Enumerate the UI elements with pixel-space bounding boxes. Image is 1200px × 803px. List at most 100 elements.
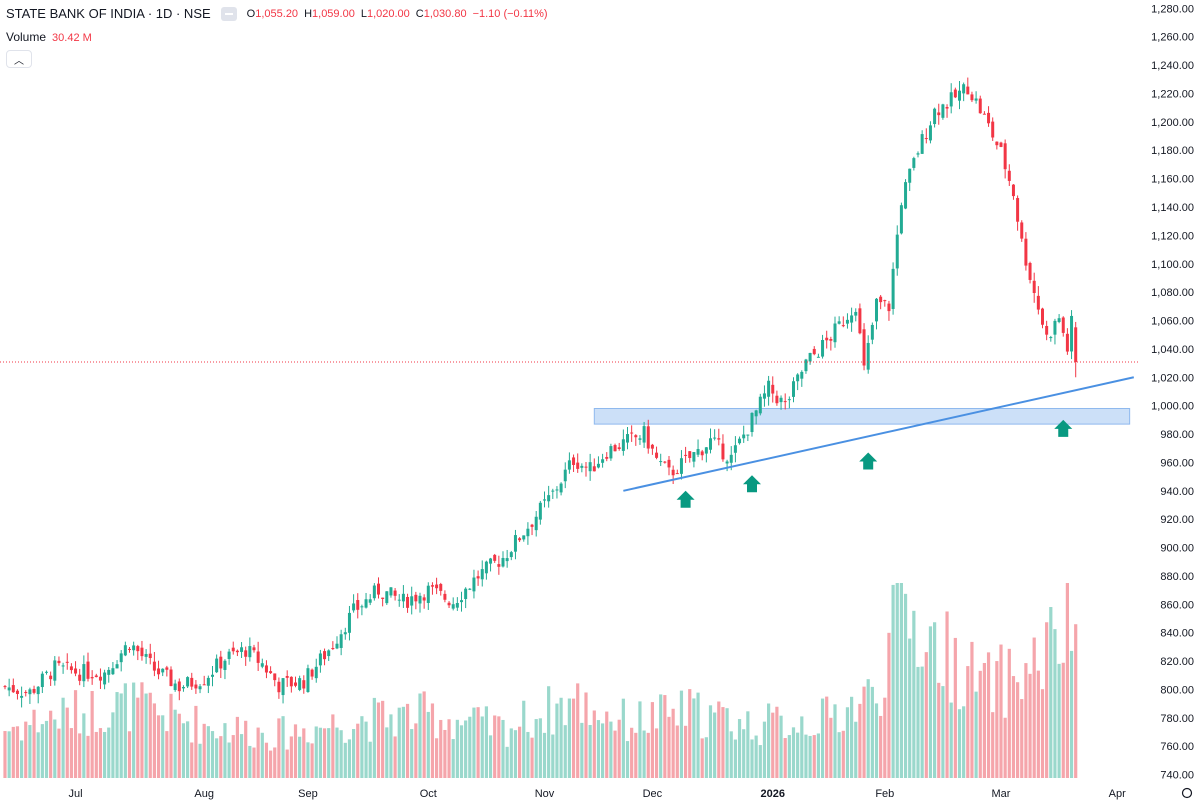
collapse-legend-button[interactable]: ︿ [6,50,32,68]
candle-body [655,452,659,458]
candle-body [356,600,360,610]
candle-body [443,593,447,600]
volume-bar [310,743,314,778]
volume-bar [634,732,638,778]
visibility-icon[interactable] [220,6,237,21]
volume-bar [1074,624,1078,778]
volume-bar [700,738,704,778]
candle-body [323,651,327,660]
volume-bar [650,702,654,778]
volume-bar [513,730,518,778]
candle-body [219,656,223,669]
volume-bar [148,692,152,778]
trendline[interactable] [623,376,1135,492]
price-axis[interactable]: 1,280.00 1,260.00 1,240.00 1,220.00 1,200.00… [1140,0,1200,782]
volume-bar [530,737,534,778]
time-tick-label: Apr [1109,788,1126,800]
candle-body [605,456,609,459]
candle-body [169,669,173,687]
volume-bar [522,700,526,778]
volume-label[interactable]: Volume [6,30,47,44]
candle-body [352,603,356,611]
volume-bar [3,731,7,778]
volume-bar [538,718,542,778]
candle-body [966,86,970,95]
candle-body [829,339,833,341]
high-label: H [304,7,313,20]
volume-bar [704,737,708,778]
volume-bar [547,686,551,778]
candle-body [447,602,451,606]
volume-bar [20,740,24,778]
volume-bar [758,745,762,778]
volume-bar [94,731,98,778]
time-axis[interactable]: Jul Aug Sep Oct Nov Dec 2026 Feb Mar Apr [69,787,1193,800]
volume-bar [659,694,663,778]
candle-body [302,680,306,689]
candle-body [468,588,472,590]
candle-body [406,596,410,608]
volume-bar [542,732,547,778]
candle-body [684,454,688,456]
candle-body [816,356,820,358]
price-tick-label: 940.00 [1160,486,1194,498]
volume-bar [136,697,140,778]
volume-bar [833,704,837,778]
candle-body [833,323,837,343]
candle-body [630,432,634,434]
volume-bar [360,716,364,778]
candle-body [509,552,513,558]
candle-body [580,465,584,468]
volume-bar [339,730,343,778]
candle-body [866,342,870,370]
volume-bar [617,719,621,778]
up-arrow-icon [743,475,761,493]
volume-bar [1007,648,1011,778]
volume-bar [335,727,339,778]
candle-body [638,438,642,440]
candle-body [439,584,443,591]
candle-body [887,303,891,312]
volume-bar [28,725,32,778]
volume-bar [551,734,555,778]
volume-bar [518,726,522,778]
candle-body [248,646,252,658]
last-price-line: 1,030.8030.42 M [0,352,1198,644]
settings-icon[interactable] [1181,787,1193,799]
candle-body [223,660,227,670]
volume-value: 30.42 M [52,32,92,44]
time-tick-label: Dec [643,788,663,800]
time-tick-label: Jul [69,788,83,800]
volume-bar [322,728,327,778]
volume-bar [642,730,646,778]
symbol-title[interactable]: STATE BANK OF INDIA · 1D · NSE [6,6,211,21]
candle-body [547,495,551,502]
candle-body [883,300,887,302]
volume-bar [841,730,845,778]
volume-bar [476,707,480,778]
volume-bar [592,710,596,778]
volume-bar [435,738,439,778]
volume-bar [327,728,331,778]
volume-bar [32,709,36,778]
volume-bar [107,727,111,778]
candle-body [489,558,493,564]
volume-bar [1045,622,1049,778]
volume-bar [630,727,634,778]
volume-bar [235,716,239,778]
volume-bar [11,726,15,778]
candle-body [796,374,800,382]
candle-body [140,647,144,657]
volume-bar [638,701,642,778]
volume-bar [957,709,962,778]
volume-bar [127,731,132,778]
volume-bar [252,747,256,778]
candle-body [850,315,854,323]
volume-bar [663,695,667,778]
volume-bar [165,731,169,778]
volume-bar [837,732,841,778]
price-tick-label: 760.00 [1160,741,1194,753]
volume-bar [945,611,949,778]
volume-bar [364,721,368,778]
